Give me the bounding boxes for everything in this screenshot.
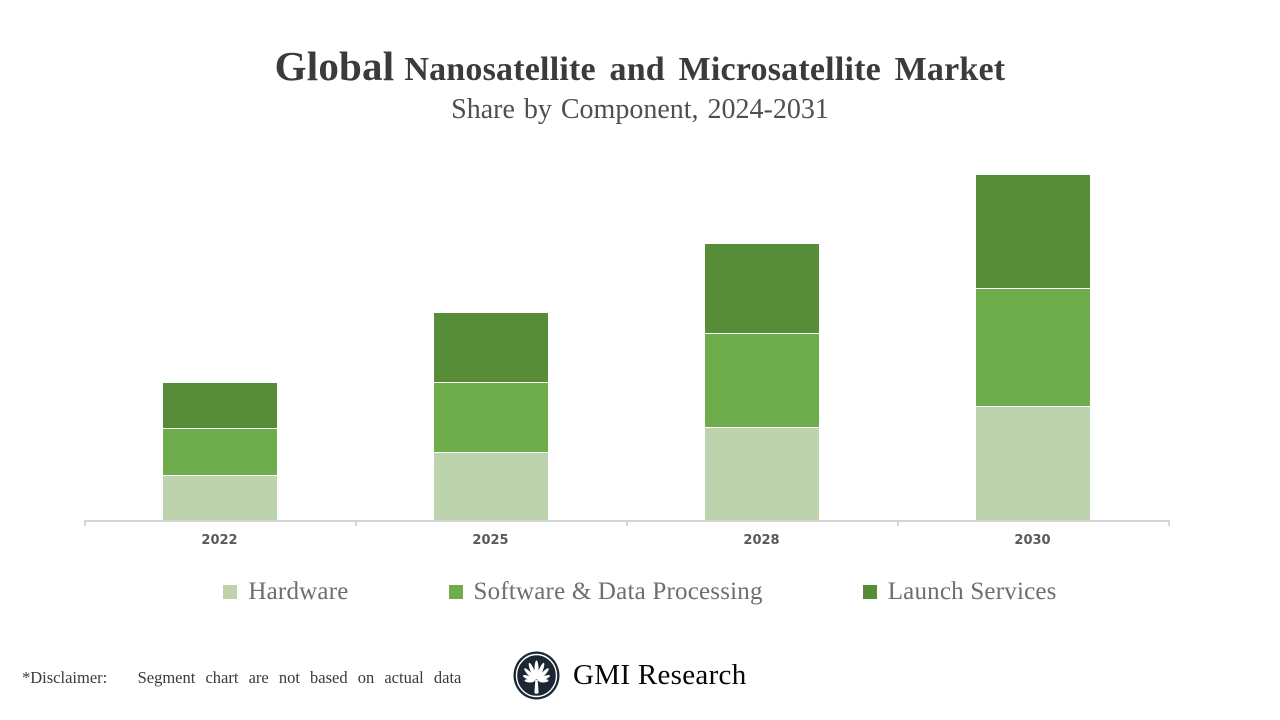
bar-segment-hardware-2030	[975, 406, 1090, 520]
x-axis-tick	[84, 520, 86, 526]
legend-swatch-launch-services	[862, 585, 877, 599]
segment-separator	[975, 286, 1090, 290]
segment-separator	[704, 425, 819, 429]
x-axis-tick	[626, 520, 628, 526]
bar-segment-software-data-processing-2030	[975, 288, 1090, 406]
segment-separator	[433, 380, 548, 384]
x-axis-label-2028: 2028	[743, 533, 780, 548]
x-axis-tick	[897, 520, 899, 526]
legend-item-launch-services: Launch Services	[862, 578, 1057, 606]
x-axis-label-2022: 2022	[201, 533, 238, 548]
bar-segment-launch-services-2028	[704, 244, 819, 333]
bar-segment-hardware-2022	[162, 475, 277, 520]
segment-separator	[975, 404, 1090, 408]
segment-separator	[704, 331, 819, 335]
bar-segment-launch-services-2030	[975, 175, 1090, 288]
x-axis-label-2030: 2030	[1014, 533, 1051, 548]
segment-separator	[162, 426, 277, 430]
legend: Hardware Software & Data Processing Launch…	[0, 578, 1280, 606]
bar-segment-hardware-2025	[433, 452, 548, 520]
chart-title-rest: Nanosatellite and Microsatellite Market	[404, 51, 1006, 88]
gmi-research-logo-icon	[513, 651, 560, 700]
bar-segment-software-data-processing-2025	[433, 382, 548, 452]
disclaimer-text: *Disclaimer: Segment chart are not based…	[22, 668, 462, 687]
chart-title-emphasis: Global	[274, 43, 395, 89]
brand: GMI Research	[513, 651, 747, 700]
stacked-bar-chart: 2022 2025 2028 2030	[84, 175, 1170, 548]
chart-title: Global Nanosatellite and Microsatellite M…	[0, 44, 1280, 92]
legend-item-hardware: Hardware	[223, 578, 348, 606]
x-axis-tick	[1168, 520, 1170, 526]
legend-label-launch-services: Launch Services	[887, 578, 1057, 605]
segment-separator	[162, 473, 277, 477]
header: Global Nanosatellite and Microsatellite M…	[0, 44, 1280, 126]
bar-segment-software-data-processing-2022	[162, 428, 277, 475]
legend-item-software-data-processing: Software & Data Processing	[448, 578, 763, 606]
legend-swatch-hardware	[223, 585, 238, 599]
brand-name: GMI Research	[573, 659, 747, 691]
chart-subtitle: Share by Component, 2024-2031	[451, 94, 829, 125]
bar-segment-launch-services-2022	[162, 383, 277, 428]
bar-segment-launch-services-2025	[433, 313, 548, 382]
legend-label-software-data-processing: Software & Data Processing	[473, 578, 763, 605]
segment-separator	[433, 450, 548, 454]
bar-segment-hardware-2028	[704, 427, 819, 520]
x-axis-label-2025: 2025	[472, 533, 509, 548]
x-axis-tick	[355, 520, 357, 526]
legend-label-hardware: Hardware	[248, 578, 349, 605]
bar-segment-software-data-processing-2028	[704, 333, 819, 427]
legend-swatch-software-data-processing	[448, 585, 463, 599]
